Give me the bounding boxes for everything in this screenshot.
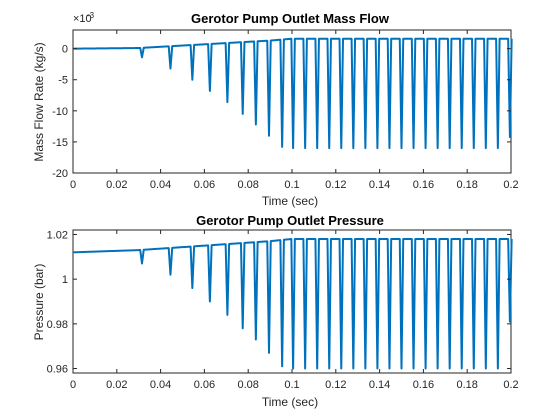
y-axis-label: Mass Flow Rate (kg/s)	[32, 42, 46, 161]
y-axis-exponent-base: ×10	[73, 13, 92, 25]
y-tick-label: 1	[62, 274, 68, 286]
x-tick-label: 0.2	[503, 379, 518, 391]
y-tick-label: -20	[52, 168, 68, 180]
x-tick-label: 0.12	[325, 379, 346, 391]
y-tick-label: 1.02	[47, 229, 68, 241]
y-tick-label: 0.96	[47, 364, 68, 376]
x-tick-label: 0.02	[106, 179, 127, 191]
x-tick-label: 0	[70, 179, 76, 191]
x-tick-label: 0.04	[150, 179, 171, 191]
y-tick-label: -5	[58, 75, 68, 87]
x-tick-label: 0.14	[369, 179, 390, 191]
y-tick-label: -15	[52, 137, 68, 149]
series-layer	[72, 237, 513, 370]
series-line	[72, 37, 513, 150]
x-tick-label: 0.18	[456, 379, 477, 391]
x-tick-label: 0.06	[194, 179, 215, 191]
tick-layer: 0 0.02 0.04 0.06 0.08 0.1 0.12 0.14 0.16 0.18 0.2 -…	[52, 30, 519, 191]
y-tick-label: 0.98	[47, 319, 68, 331]
y-tick-label: 0	[62, 44, 68, 56]
series-layer	[72, 37, 513, 150]
x-tick-label: 0.02	[106, 379, 127, 391]
y-axis-label: Pressure (bar)	[32, 264, 46, 341]
x-tick-label: 0.06	[194, 379, 215, 391]
pressure-chart: Gerotor Pump Outlet Pressure 0 0.02 0.04 0.…	[32, 213, 519, 409]
tick-layer: 0 0.02 0.04 0.06 0.08 0.1 0.12 0.14 0.16 0.18 0.2 0…	[47, 229, 519, 391]
x-tick-label: 0.1	[284, 179, 299, 191]
mass-flow-chart: Gerotor Pump Outlet Mass Flow ×10 -3 0 0.…	[32, 11, 519, 208]
x-tick-label: 0.16	[413, 379, 434, 391]
x-tick-label: 0.16	[413, 179, 434, 191]
x-tick-label: 0.1	[284, 379, 299, 391]
x-axis-label: Time (sec)	[262, 395, 318, 409]
x-tick-label: 0.18	[456, 179, 477, 191]
chart-title: Gerotor Pump Outlet Mass Flow	[191, 11, 390, 26]
x-tick-label: 0.12	[325, 179, 346, 191]
x-axis-label: Time (sec)	[262, 194, 318, 208]
x-tick-label: 0.2	[503, 179, 518, 191]
series-line	[72, 237, 513, 370]
x-tick-label: 0	[70, 379, 76, 391]
y-tick-label: -10	[52, 106, 68, 118]
x-tick-label: 0.08	[237, 379, 258, 391]
x-tick-label: 0.04	[150, 379, 171, 391]
chart-title: Gerotor Pump Outlet Pressure	[196, 213, 384, 228]
x-tick-label: 0.14	[369, 379, 390, 391]
y-axis-exponent-power: -3	[87, 11, 95, 20]
x-tick-label: 0.08	[237, 179, 258, 191]
